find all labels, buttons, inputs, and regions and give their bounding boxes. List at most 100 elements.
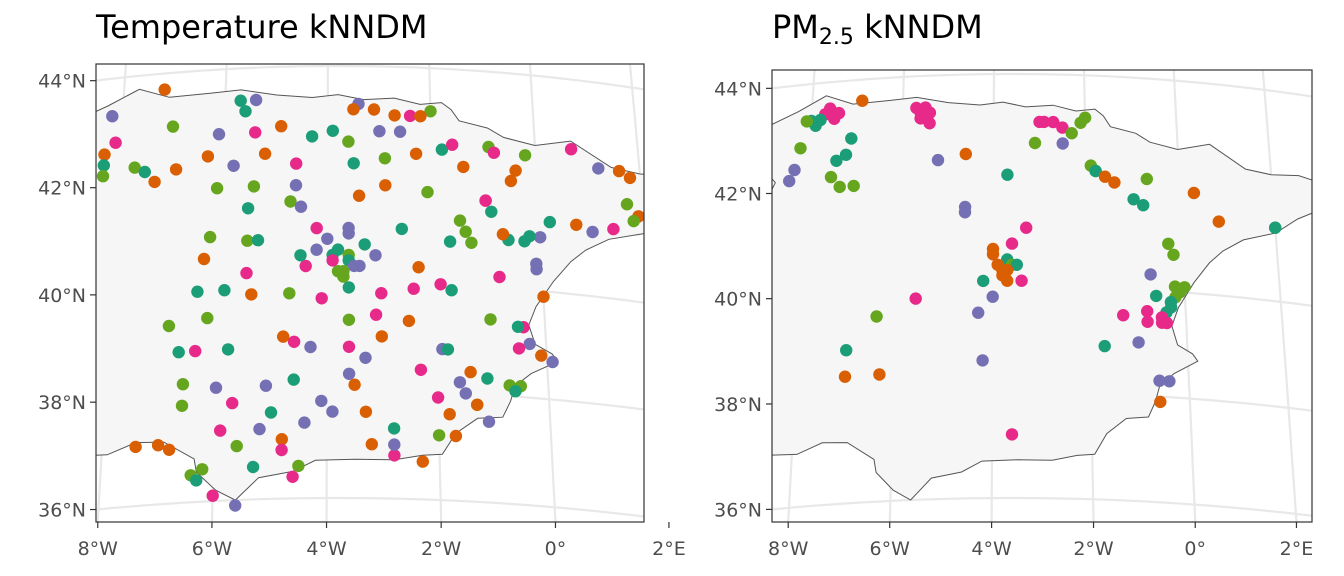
station-point xyxy=(1005,237,1019,250)
station-point xyxy=(264,406,278,419)
graticule-meridian xyxy=(628,64,644,233)
station-point xyxy=(151,439,165,452)
lon-tick-label: 2°E xyxy=(1280,538,1314,560)
station-point xyxy=(158,83,171,96)
station-point xyxy=(388,438,401,451)
station-point xyxy=(564,143,578,156)
station-point xyxy=(227,159,240,172)
station-point xyxy=(247,180,261,193)
station-point xyxy=(289,179,303,192)
station-point xyxy=(1015,274,1028,287)
station-point xyxy=(537,290,550,303)
station-point xyxy=(358,238,371,251)
panel-title-subscript: 2.5 xyxy=(818,25,854,50)
station-point xyxy=(348,378,361,391)
station-point xyxy=(459,225,472,238)
station-point xyxy=(284,195,297,208)
station-point xyxy=(1137,199,1150,212)
station-point xyxy=(287,335,301,348)
lon-tick-label: 4°W xyxy=(306,538,347,560)
station-point xyxy=(840,344,853,357)
station-point xyxy=(570,218,583,231)
station-point xyxy=(824,170,838,184)
lon-tick-label: 2°W xyxy=(421,538,462,560)
panel-title-text: PM xyxy=(772,8,819,46)
station-point xyxy=(830,154,843,167)
station-point xyxy=(847,179,860,193)
station-point xyxy=(162,319,176,333)
lat-tick-label: 42°N xyxy=(714,183,762,205)
station-point xyxy=(414,363,428,376)
station-point xyxy=(245,288,258,301)
spain-outline xyxy=(96,88,644,501)
station-point xyxy=(359,351,372,364)
station-point xyxy=(607,222,620,236)
station-points xyxy=(96,83,644,512)
station-point xyxy=(234,94,247,107)
station-point xyxy=(241,234,254,247)
station-point xyxy=(1047,115,1060,129)
station-point xyxy=(214,424,227,437)
panel-title: PM2.5 kNNDM xyxy=(772,8,983,50)
station-point xyxy=(388,109,401,122)
station-point xyxy=(627,214,640,228)
lon-tick-label: 0° xyxy=(545,538,567,560)
station-point xyxy=(239,105,252,118)
temperature-map: 8°W 6°W 4°W 2°W 0° 2°E 44°N 42°N 40°N 38°N 36°N xyxy=(38,63,686,560)
panel-border xyxy=(771,69,1313,523)
station-point xyxy=(958,206,972,219)
station-point xyxy=(833,180,846,194)
station-point xyxy=(459,387,472,400)
station-point xyxy=(1089,164,1102,178)
station-point xyxy=(287,373,300,386)
station-point xyxy=(518,235,531,248)
station-point xyxy=(845,132,858,145)
station-point xyxy=(1127,193,1140,206)
station-point xyxy=(838,370,852,383)
station-point xyxy=(241,202,255,215)
station-point xyxy=(453,214,467,227)
station-point xyxy=(251,234,265,247)
station-point xyxy=(446,138,459,151)
station-point xyxy=(453,376,467,389)
station-point xyxy=(210,182,224,195)
station-point xyxy=(972,306,985,319)
station-point xyxy=(166,120,180,133)
station-point xyxy=(424,105,437,118)
station-point xyxy=(493,270,506,284)
station-point xyxy=(465,236,478,249)
station-point xyxy=(783,174,796,188)
station-point xyxy=(986,242,1000,256)
lat-tick-label: 38°N xyxy=(714,394,762,416)
station-point xyxy=(342,340,356,353)
station-point xyxy=(991,258,1004,271)
station-point xyxy=(275,433,288,446)
station-point xyxy=(212,128,226,141)
station-point xyxy=(129,440,142,454)
station-point xyxy=(226,396,239,410)
station-point xyxy=(249,126,262,139)
lat-tick-label: 38°N xyxy=(38,392,86,414)
station-point xyxy=(347,259,361,273)
station-point xyxy=(342,227,355,240)
graticule-meridian xyxy=(1261,70,1298,522)
station-point xyxy=(612,164,626,178)
station-point xyxy=(457,160,470,174)
lat-tick-label: 42°N xyxy=(38,178,86,200)
station-point xyxy=(1074,116,1087,129)
station-point xyxy=(1028,136,1042,150)
station-point xyxy=(373,125,386,138)
lat-tick-label: 44°N xyxy=(38,71,86,93)
station-point xyxy=(986,290,999,303)
station-point xyxy=(294,200,308,213)
station-point xyxy=(523,337,536,351)
station-point xyxy=(342,281,355,294)
lat-tick-label: 40°N xyxy=(38,285,86,307)
station-point xyxy=(432,429,446,442)
station-point xyxy=(623,171,637,185)
station-point xyxy=(484,313,497,326)
lat-tick-label: 40°N xyxy=(714,289,762,311)
station-point xyxy=(435,143,449,156)
station-point xyxy=(189,344,202,358)
station-point xyxy=(407,282,420,295)
